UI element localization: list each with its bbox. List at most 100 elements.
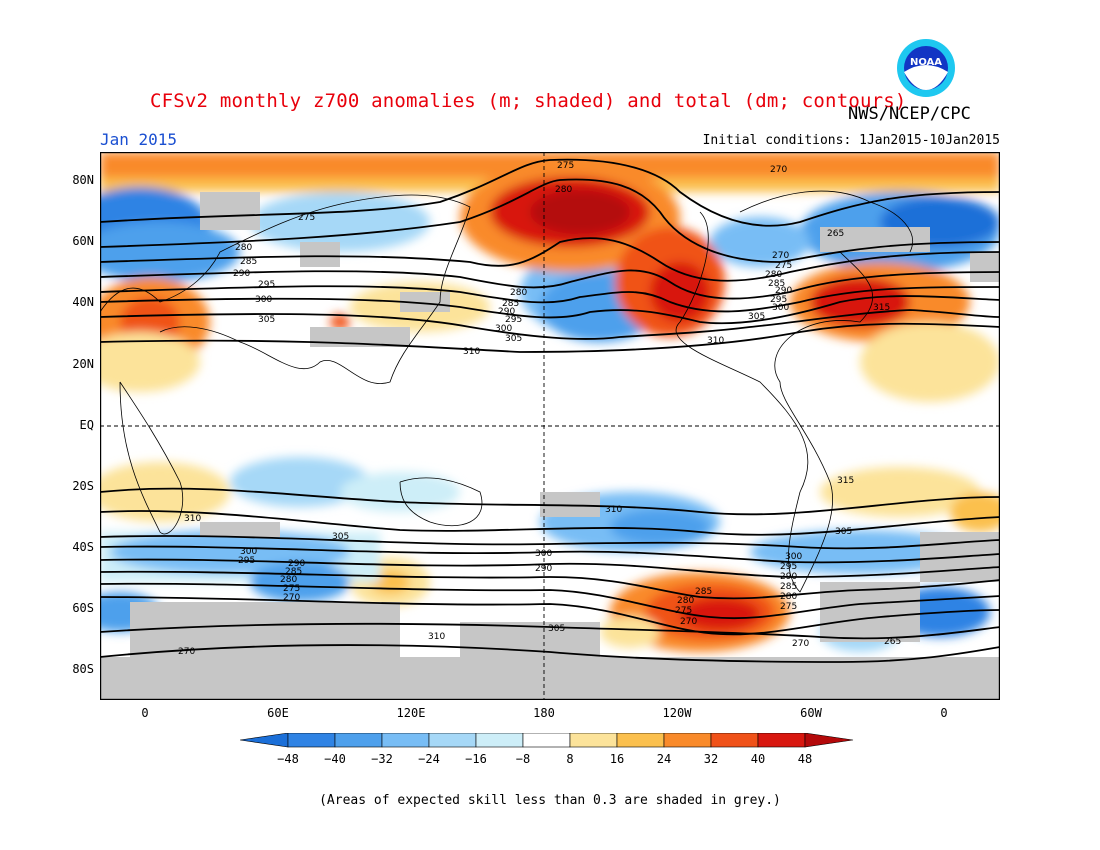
colorbar-tick-label: −40	[324, 752, 346, 766]
svg-text:275: 275	[283, 584, 300, 594]
svg-text:280: 280	[677, 596, 694, 606]
noaa-logo-icon: NOAA	[897, 39, 955, 97]
colorbar-swatch	[710, 733, 759, 748]
svg-text:300: 300	[240, 547, 257, 557]
svg-text:275: 275	[775, 261, 792, 271]
period-label: Jan 2015	[100, 130, 178, 149]
lat-label-80n: 80N	[72, 173, 94, 187]
svg-text:305: 305	[332, 532, 349, 542]
chart-title: CFSv2 monthly z700 anomalies (m; shaded)…	[150, 90, 907, 112]
svg-text:300: 300	[255, 295, 272, 305]
svg-text:305: 305	[835, 527, 852, 537]
colorbar-tick-labels: −48 −40 −32 −24 −16 −8 8 16 24 32 40 48	[277, 752, 812, 766]
lon-label-120e: 120E	[396, 706, 426, 720]
lat-label-eq: EQ	[79, 418, 94, 432]
colorbar-tick-label: 16	[610, 752, 624, 766]
colorbar-swatch	[334, 733, 383, 748]
svg-text:280: 280	[780, 592, 797, 602]
lat-label-20s: 20S	[72, 479, 94, 493]
svg-text:295: 295	[505, 315, 522, 325]
lon-label-60e: 60E	[267, 706, 289, 720]
svg-text:310: 310	[184, 514, 201, 524]
colorbar-tick-label: −32	[371, 752, 393, 766]
anomaly-map: 275 280 275 280 285 290 295 300 305 310 …	[100, 152, 1000, 700]
agency-label: NWS/NCEP/CPC	[848, 104, 971, 124]
colorbar-swatch	[381, 733, 430, 748]
colorbar-swatch	[240, 733, 289, 748]
svg-text:270: 270	[178, 647, 195, 657]
lon-label-0: 0	[141, 706, 149, 720]
svg-text:315: 315	[837, 476, 854, 486]
svg-text:315: 315	[873, 303, 890, 313]
svg-text:305: 305	[548, 624, 565, 634]
svg-text:295: 295	[238, 556, 255, 566]
svg-text:290: 290	[498, 307, 515, 317]
low-skill-mask	[100, 192, 1000, 700]
lat-label-60s: 60S	[72, 601, 94, 615]
svg-text:285: 285	[695, 587, 712, 597]
lat-label-40s: 40S	[72, 540, 94, 554]
colorbar-tick-label: −24	[418, 752, 440, 766]
svg-text:285: 285	[502, 299, 519, 309]
lat-label-20n: 20N	[72, 357, 94, 371]
svg-text:265: 265	[884, 637, 901, 647]
lon-label-180: 180	[533, 706, 555, 720]
colorbar-swatch	[522, 733, 571, 748]
svg-text:280: 280	[765, 270, 782, 280]
contour-value-labels: 275 280 275 280 285 290 295 300 305 310 …	[178, 161, 901, 657]
svg-text:270: 270	[283, 593, 300, 603]
svg-text:310: 310	[605, 505, 622, 515]
lon-label-60w: 60W	[800, 706, 822, 720]
colorbar-tick-label: 40	[751, 752, 765, 766]
svg-text:280: 280	[555, 185, 572, 195]
svg-text:275: 275	[675, 606, 692, 616]
reference-lines	[100, 152, 1000, 700]
colorbar-swatch	[569, 733, 618, 748]
colorbar-tick-label: −8	[516, 752, 530, 766]
colorbar-tick-label: 32	[704, 752, 718, 766]
svg-text:300: 300	[495, 324, 512, 334]
anomaly-shading	[100, 152, 1000, 700]
colorbar-tick-label: −48	[277, 752, 299, 766]
colorbar-tick-label: 48	[798, 752, 812, 766]
lat-label-40n: 40N	[72, 295, 94, 309]
svg-text:300: 300	[785, 552, 802, 562]
svg-text:280: 280	[235, 243, 252, 253]
svg-text:285: 285	[240, 257, 257, 267]
svg-text:290: 290	[775, 286, 792, 296]
svg-text:275: 275	[298, 213, 315, 223]
svg-text:285: 285	[285, 567, 302, 577]
colorbar-swatch	[804, 733, 854, 748]
svg-text:285: 285	[768, 279, 785, 289]
svg-text:280: 280	[280, 575, 297, 585]
svg-text:270: 270	[792, 639, 809, 649]
svg-text:270: 270	[772, 251, 789, 261]
svg-text:280: 280	[510, 288, 527, 298]
colorbar-tick-label: 24	[657, 752, 671, 766]
svg-text:290: 290	[233, 269, 250, 279]
colorbar-tick-label: −16	[465, 752, 487, 766]
svg-text:270: 270	[770, 165, 787, 175]
colorbar-swatch	[428, 733, 477, 748]
svg-text:305: 305	[258, 315, 275, 325]
colorbar-swatch	[287, 733, 336, 748]
height-contours	[100, 158, 1000, 663]
svg-text:285: 285	[780, 582, 797, 592]
lon-label-0-east: 0	[940, 706, 948, 720]
svg-text:310: 310	[707, 336, 724, 346]
svg-text:305: 305	[748, 312, 765, 322]
colorbar-tick-label: 8	[566, 752, 573, 766]
colorbar-swatch	[475, 733, 524, 748]
svg-text:290: 290	[780, 572, 797, 582]
svg-text:300: 300	[535, 549, 552, 559]
colorbar-swatches	[240, 733, 854, 748]
skill-footnote: (Areas of expected skill less than 0.3 a…	[319, 793, 781, 808]
svg-text:270: 270	[680, 617, 697, 627]
svg-text:275: 275	[557, 161, 574, 171]
svg-text:305: 305	[505, 334, 522, 344]
svg-text:300: 300	[772, 303, 789, 313]
svg-text:310: 310	[428, 632, 445, 642]
colorbar: −48 −40 −32 −24 −16 −8 8 16 24 32 40 48	[240, 733, 854, 766]
svg-text:295: 295	[258, 280, 275, 290]
colorbar-swatch	[757, 733, 806, 748]
